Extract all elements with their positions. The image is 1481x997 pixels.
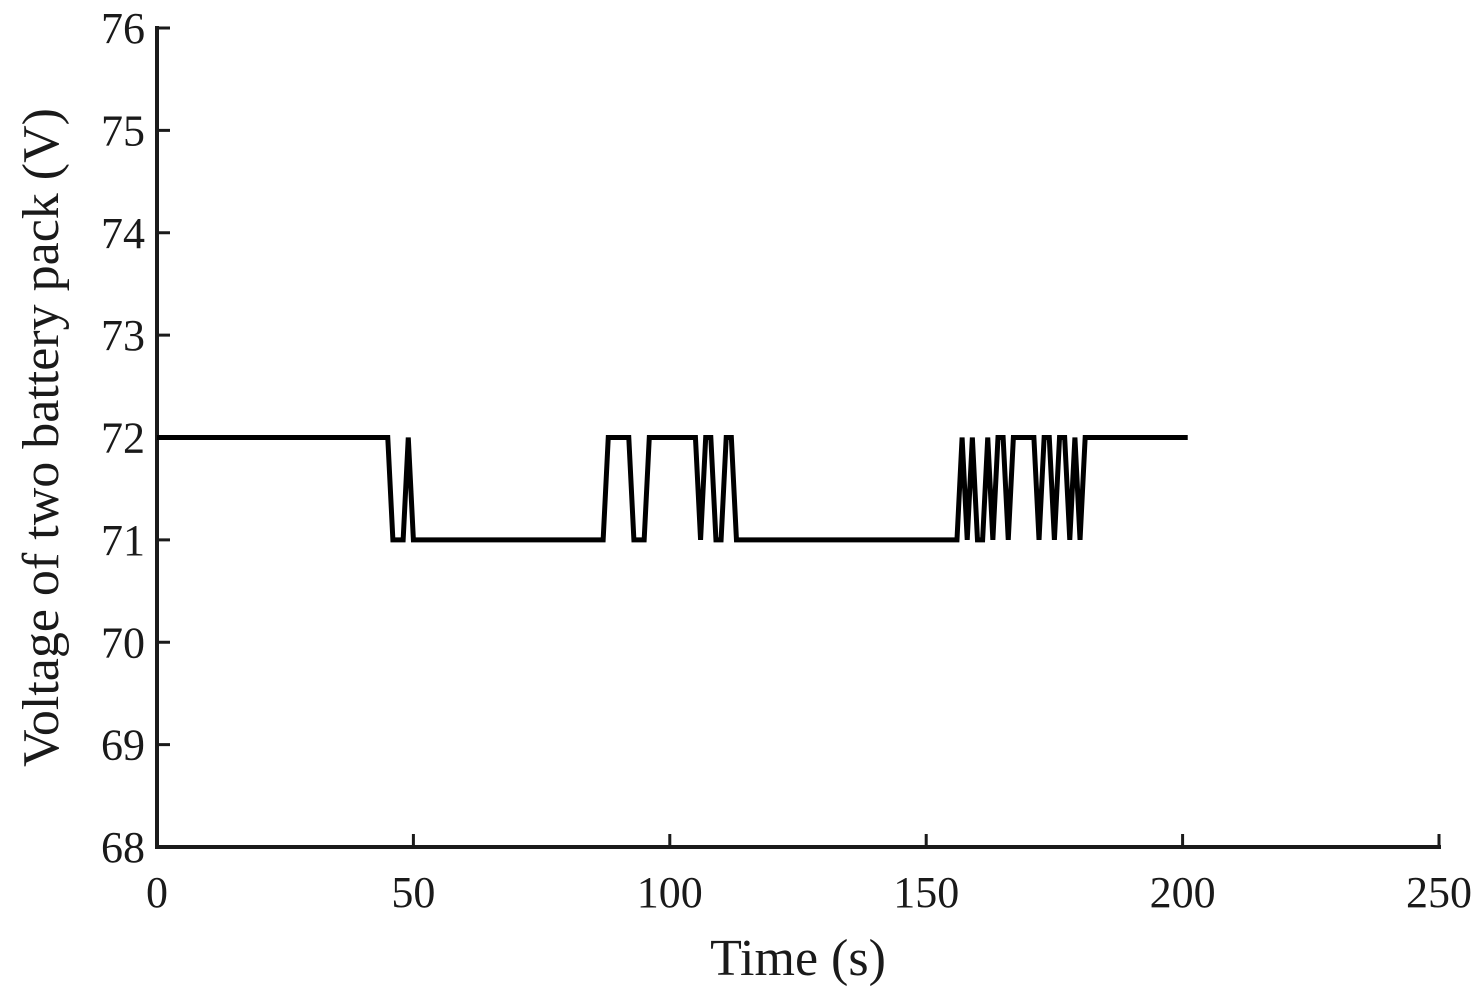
x-tick-label: 250 (1406, 868, 1472, 917)
y-tick-label: 71 (101, 516, 145, 565)
y-tick-label: 75 (101, 106, 145, 155)
y-tick-label: 74 (101, 209, 145, 258)
y-ticks: 68 69 70 71 72 73 74 75 76 (101, 4, 170, 872)
y-tick-label: 76 (101, 4, 145, 53)
plot-area: 68 69 70 71 72 73 74 75 76 0 50 100 150 200 250 (101, 4, 1472, 917)
series-layer (157, 435, 1188, 543)
y-tick-label: 72 (101, 414, 145, 463)
x-axis-title: Time (s) (710, 930, 886, 987)
y-axis-title: Voltage of two battery pack (V) (13, 108, 70, 767)
series-line-0 (157, 435, 1188, 543)
y-tick-label: 68 (101, 823, 145, 872)
x-tick-label: 200 (1150, 868, 1216, 917)
x-tick-label: 50 (391, 868, 435, 917)
x-tick-label: 0 (146, 868, 168, 917)
y-tick-label: 73 (101, 311, 145, 360)
x-ticks: 0 50 100 150 200 250 (146, 834, 1472, 917)
x-tick-label: 150 (893, 868, 959, 917)
x-tick-label: 100 (637, 868, 703, 917)
y-tick-label: 69 (101, 721, 145, 770)
y-tick-label: 70 (101, 618, 145, 667)
